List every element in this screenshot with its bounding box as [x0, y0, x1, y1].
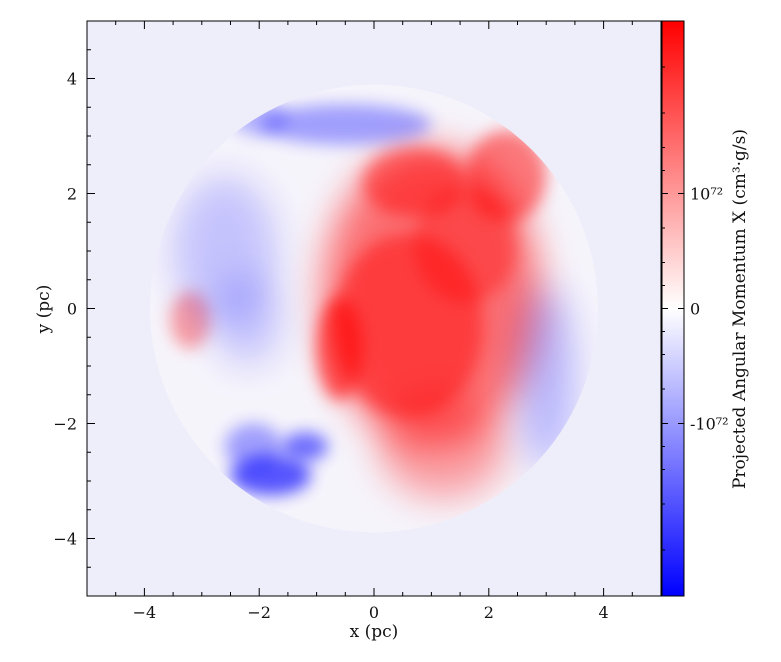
y-tick-label: −4 — [53, 530, 77, 549]
feature-blue-haze-left — [173, 176, 283, 366]
colorbar: 10⁷² 0 -10⁷² Projected Angular Momentum X … — [661, 20, 750, 597]
y-axis-ticks: −4 −2 0 2 4 — [53, 20, 95, 597]
blue-arc-top-patch-0 — [259, 104, 432, 145]
colorbar-tick-label: 0 — [690, 300, 700, 319]
feature-blue-edge-right — [517, 285, 575, 470]
y-tick-label: 0 — [67, 300, 77, 319]
y-axis-label: y (pc) — [34, 285, 54, 335]
y-tick-label: −2 — [53, 415, 77, 434]
feature-layer — [170, 101, 575, 499]
feature-red-lobe — [316, 147, 541, 499]
plot-area — [86, 20, 662, 597]
colorbar-tick-label: -10⁷² — [690, 415, 729, 434]
x-axis-ticks: −4 −2 0 2 4 — [86, 21, 662, 622]
x-tick-label: −2 — [247, 603, 271, 622]
red-edge-upper-patch-0 — [465, 130, 547, 223]
x-tick-label: 4 — [599, 603, 609, 622]
colorbar-ticks: 10⁷² 0 -10⁷² — [662, 66, 729, 551]
x-axis-label: x (pc) — [350, 622, 399, 642]
x-tick-label: −4 — [133, 603, 157, 622]
y-tick-label: 2 — [67, 185, 77, 204]
blue-haze-left-patch-1 — [213, 274, 283, 366]
feature-blue-filament-bottom-left — [224, 423, 329, 496]
x-tick-label: 0 — [369, 603, 379, 622]
feature-red-edge-upper — [362, 130, 547, 223]
y-tick-label: 4 — [67, 70, 77, 89]
colorbar-tick-label: 10⁷² — [690, 185, 723, 204]
cloud-region — [150, 84, 598, 533]
blue-edge-right-patch-0 — [517, 285, 575, 470]
red-lobe-patch-4 — [379, 394, 507, 499]
blue-filament-bottom-left-patch-1 — [282, 432, 329, 461]
colorbar-label: Projected Angular Momentum X (cm³·g/s) — [730, 129, 750, 489]
x-tick-label: 2 — [484, 603, 494, 622]
red-edge-upper-patch-1 — [362, 147, 466, 217]
blue-filament-bottom-left-patch-2 — [224, 423, 283, 470]
red-lobe-patch-2 — [316, 297, 363, 401]
